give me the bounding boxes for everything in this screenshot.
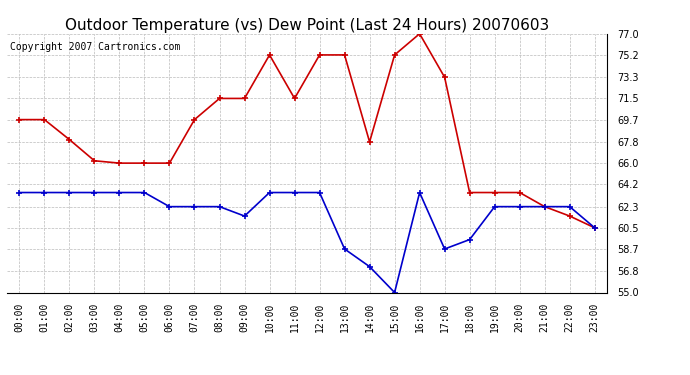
Text: Copyright 2007 Cartronics.com: Copyright 2007 Cartronics.com	[10, 42, 180, 51]
Title: Outdoor Temperature (vs) Dew Point (Last 24 Hours) 20070603: Outdoor Temperature (vs) Dew Point (Last…	[65, 18, 549, 33]
